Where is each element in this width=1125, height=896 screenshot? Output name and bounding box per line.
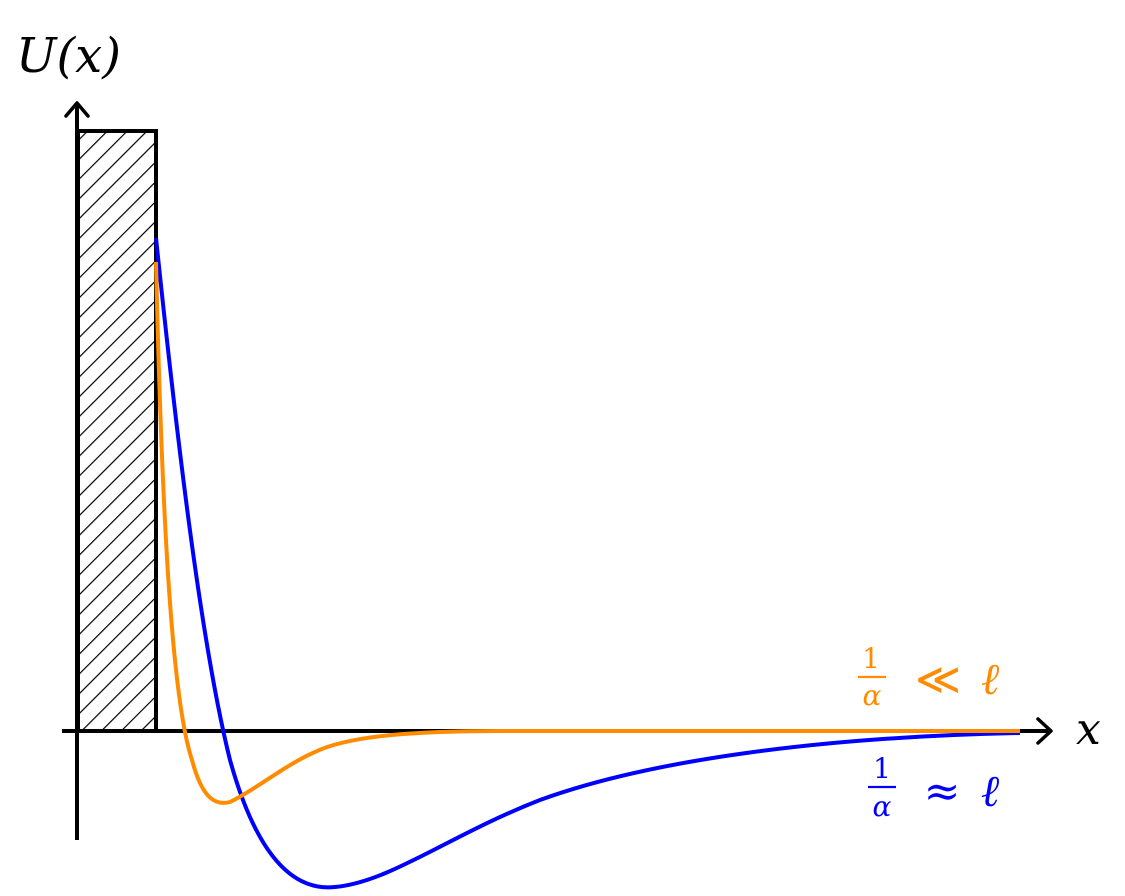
x-axis-label: x (1076, 704, 1101, 755)
label-orange-rhs: ℓ (981, 654, 1000, 705)
label-orange-denominator: α (863, 679, 882, 712)
label-blue-denominator: α (873, 790, 892, 823)
curve-blue (154, 237, 1021, 890)
label-orange-numerator: 1 (862, 642, 880, 675)
y-axis-arrowhead (64, 101, 90, 118)
y-axis-label: U(x) (16, 28, 121, 84)
hard-wall (76, 129, 158, 733)
label-blue-relation: ≈ (924, 766, 961, 817)
curve-orange (154, 261, 1020, 805)
label-blue-rhs: ℓ (981, 766, 1000, 817)
label-blue-numerator: 1 (873, 752, 891, 785)
label-orange-relation: ≪ (915, 654, 961, 705)
y-axis (64, 101, 90, 840)
x-axis-arrowhead (1036, 717, 1053, 745)
label-orange: 1 α ≪ ℓ (858, 642, 1000, 712)
label-blue: 1 α ≈ ℓ (868, 752, 1000, 823)
